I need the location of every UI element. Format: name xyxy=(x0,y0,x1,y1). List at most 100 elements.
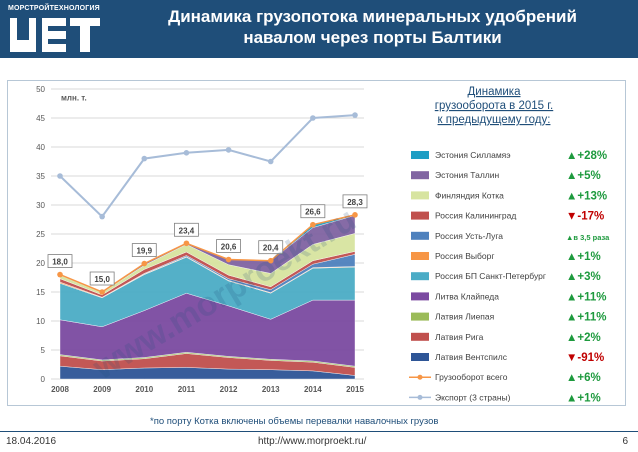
total-point-6 xyxy=(310,221,316,228)
total-label-box-7 xyxy=(342,194,368,209)
line-export xyxy=(59,114,356,219)
y-tick-label-7: 35 xyxy=(36,172,45,181)
y-tick-label-8: 40 xyxy=(36,143,45,152)
total-data-label-3: 23,4 xyxy=(179,226,195,235)
legend-swatch-2 xyxy=(411,191,429,200)
legend-change-5: ▲+1% xyxy=(566,251,601,263)
legend-point-swatch-12 xyxy=(417,394,423,400)
legend-label-5: Россия Выборг xyxy=(435,251,494,261)
y-tick-label-9: 45 xyxy=(36,114,45,123)
x-tick-label-6: 2014 xyxy=(304,385,322,394)
y-tick-label-2: 10 xyxy=(36,317,45,326)
x-tick-label-2: 2010 xyxy=(135,385,153,394)
total-data-label-2: 19,9 xyxy=(136,247,152,256)
total-label-box-2 xyxy=(131,243,157,257)
legend-swatch-4 xyxy=(411,231,429,240)
legend-swatch-9 xyxy=(411,332,429,341)
legend-point-swatch-11 xyxy=(417,374,423,380)
legend-label-11: Грузооборот всего xyxy=(435,372,508,382)
legend-label-0: Эстония Силламяэ xyxy=(435,150,511,160)
legend-label-2: Финляндия Котка xyxy=(435,190,504,200)
legend-change-6: ▲+3% xyxy=(566,271,601,283)
export-point-4 xyxy=(225,147,232,153)
legend-label-10: Латвия Вентспилс xyxy=(435,352,508,362)
total-label-box-0 xyxy=(47,254,73,269)
total-data-label-7: 28,3 xyxy=(347,198,363,207)
total-data-label-0: 18,0 xyxy=(52,258,68,267)
total-data-label-6: 26,6 xyxy=(305,208,321,217)
legend-change-1: ▲+5% xyxy=(566,170,601,182)
total-point-5 xyxy=(267,257,274,264)
legend-change-4: ▲в 3,5 раза xyxy=(566,233,610,242)
legend-title-line-0: Динамика xyxy=(468,86,522,98)
y-tick-label-0: 0 xyxy=(41,375,46,384)
logo-label: МОРСТРОЙТЕХНОЛОГИЯ xyxy=(8,5,100,12)
legend-label-1: Эстония Таллин xyxy=(435,170,499,180)
legend-title-line-2: к предыдущему году: xyxy=(438,114,551,126)
line-total xyxy=(59,214,356,293)
y-tick-label-4: 20 xyxy=(36,259,45,268)
total-point-4 xyxy=(225,256,232,263)
export-point-7 xyxy=(352,112,358,118)
total-point-1 xyxy=(99,289,105,295)
x-tick-label-3: 2011 xyxy=(178,385,196,394)
total-data-label-1: 15,0 xyxy=(94,275,110,284)
x-tick-label-1: 2009 xyxy=(93,385,111,394)
total-label-box-1 xyxy=(89,271,115,286)
legend-swatch-6 xyxy=(411,272,429,281)
legend-label-9: Латвия Рига xyxy=(435,332,484,342)
legend-change-8: ▲+11% xyxy=(566,312,606,324)
page-title: Динамика грузопотока минеральных удобрен… xyxy=(115,6,630,48)
y-tick-label-5: 25 xyxy=(36,230,45,239)
logo-mark-icon xyxy=(10,18,100,52)
title-line-2: навалом через порты Балтики xyxy=(243,28,502,47)
footer-date: 18.04.2016 xyxy=(6,436,57,447)
footnote: *по порту Котка включены объемы перевалк… xyxy=(150,416,439,427)
legend-label-7: Литва Клайпеда xyxy=(435,291,499,301)
company-logo: МОРСТРОЙТЕХНОЛОГИЯ xyxy=(4,3,108,55)
legend-label-4: Россия Усть-Луга xyxy=(435,231,503,241)
total-point-0 xyxy=(57,271,63,278)
legend-change-10: ▼-91% xyxy=(566,352,604,364)
x-tick-label-0: 2008 xyxy=(51,385,69,394)
x-tick-label-5: 2013 xyxy=(262,385,280,394)
header-bar: МОРСТРОЙТЕХНОЛОГИЯ Динамика грузопотока … xyxy=(0,0,638,58)
footer-bar: 18.04.2016 http://www.morproekt.ru/ 6 xyxy=(0,431,638,452)
legend-label-8: Латвия Лиепая xyxy=(435,312,495,322)
page-number: 6 xyxy=(622,436,628,447)
total-point-2 xyxy=(141,260,148,267)
y-tick-label-10: 50 xyxy=(36,85,45,94)
x-tick-label-7: 2015 xyxy=(346,385,364,394)
chart-canvas: 0 5 10 15 20 25 30 35 40 45 50 2008 2009 2010 2011 2012… xyxy=(36,85,610,404)
legend-change-0: ▲+28% xyxy=(566,150,607,162)
legend-change-9: ▲+2% xyxy=(566,332,601,344)
legend-swatch-7 xyxy=(411,292,429,301)
legend-swatch-0 xyxy=(411,151,429,159)
legend-label-6: Россия БП Санкт-Петербург xyxy=(435,271,546,281)
export-point-3 xyxy=(183,150,190,156)
total-data-label-5: 20,4 xyxy=(263,244,279,253)
legend-change-7: ▲+11% xyxy=(566,291,606,303)
legend-change-11: ▲+6% xyxy=(566,372,601,384)
legend-swatch-8 xyxy=(411,312,429,321)
export-point-2 xyxy=(141,155,148,162)
total-point-7 xyxy=(352,212,358,218)
y-tick-label-1: 5 xyxy=(41,346,46,355)
legend-change-2: ▲+13% xyxy=(566,190,607,202)
legend-label-3: Россия Калининград xyxy=(435,211,516,221)
legend-swatch-10 xyxy=(411,353,429,361)
total-point-3 xyxy=(183,240,190,247)
y-axis-unit-label: млн. т. xyxy=(61,94,87,103)
title-line-1: Динамика грузопотока минеральных удобрен… xyxy=(168,7,577,26)
y-tick-label-3: 15 xyxy=(36,288,45,297)
legend-label-12: Экспорт (3 страны) xyxy=(435,392,511,402)
legend-swatch-1 xyxy=(411,171,429,180)
legend-swatch-3 xyxy=(411,211,429,220)
total-label-box-5 xyxy=(258,240,284,255)
total-label-box-3 xyxy=(174,222,199,237)
total-label-box-4 xyxy=(216,239,241,253)
export-point-5 xyxy=(267,158,274,165)
export-point-0 xyxy=(57,173,63,179)
footer-url-link[interactable]: http://www.morproekt.ru/ xyxy=(258,436,367,447)
legend-change-3: ▼-17% xyxy=(566,211,604,223)
